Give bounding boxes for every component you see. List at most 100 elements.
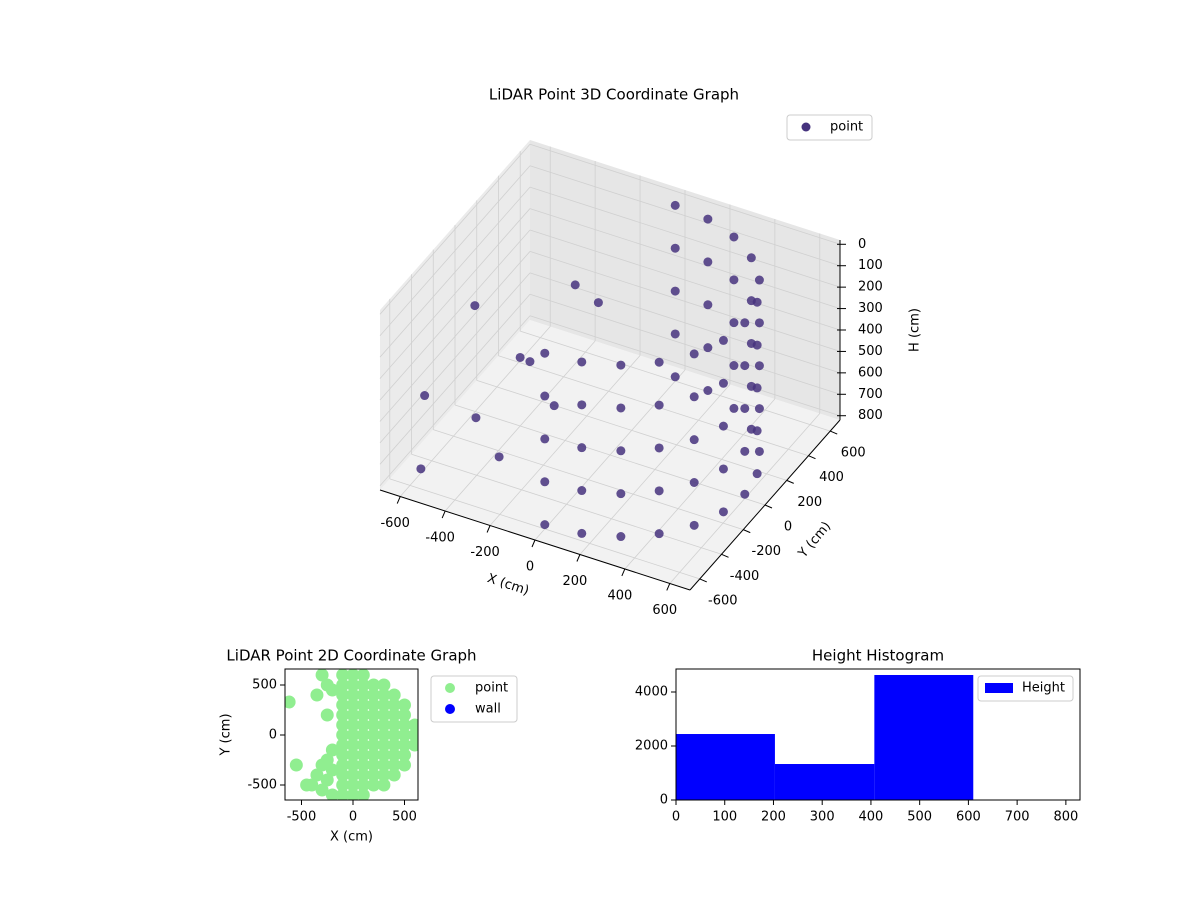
point — [387, 728, 401, 742]
point — [689, 520, 699, 530]
point — [320, 708, 334, 722]
legend-marker — [801, 122, 811, 132]
point — [310, 688, 324, 702]
point — [315, 783, 329, 797]
point — [540, 520, 550, 530]
point — [336, 688, 350, 702]
x-axis — [379, 489, 691, 591]
point — [577, 443, 587, 453]
point — [754, 446, 764, 456]
point — [356, 778, 370, 792]
y-axis-label: Y (cm) — [219, 713, 234, 756]
y-tick-label: -600 — [708, 593, 738, 608]
y-tick-label: 0 — [269, 728, 277, 743]
point — [356, 698, 370, 712]
grid-line — [433, 429, 744, 531]
point — [525, 357, 535, 367]
point — [325, 788, 339, 800]
x-tick-label: 500 — [392, 810, 417, 825]
point — [346, 678, 360, 692]
point — [346, 788, 360, 800]
point — [356, 728, 370, 742]
point — [356, 708, 370, 722]
point — [654, 357, 664, 367]
point — [356, 768, 370, 782]
point — [654, 400, 664, 410]
point — [718, 335, 728, 345]
x-tick-label: 600 — [652, 603, 677, 618]
point — [336, 778, 350, 792]
grid-line — [379, 251, 531, 422]
point — [616, 532, 626, 542]
point — [320, 753, 334, 767]
point — [367, 718, 381, 732]
tick-mark — [699, 578, 707, 583]
point — [718, 378, 728, 388]
x-tick-label: 800 — [1053, 810, 1078, 825]
point — [703, 385, 713, 395]
x-tick-label: 600 — [956, 810, 981, 825]
z-tick-label: 0 — [858, 237, 866, 252]
grid-line — [498, 355, 809, 457]
point — [416, 464, 426, 474]
x-tick-label: 200 — [563, 574, 588, 589]
point — [577, 486, 587, 496]
point — [746, 296, 756, 306]
point — [356, 688, 370, 702]
point — [577, 357, 587, 367]
legend-label: point — [830, 120, 863, 135]
point — [387, 698, 401, 712]
point — [356, 748, 370, 762]
point — [729, 361, 739, 371]
point — [670, 286, 680, 296]
x-tick-label: -400 — [425, 531, 455, 546]
z-tick-label: 100 — [858, 258, 883, 273]
point — [729, 318, 739, 328]
tick-mark — [396, 496, 401, 504]
legend-marker — [445, 683, 455, 693]
point — [398, 748, 412, 762]
grid-line — [529, 165, 841, 267]
point — [616, 446, 626, 456]
grid-line — [529, 293, 841, 395]
y-tick-label: 600 — [841, 446, 866, 461]
point — [570, 280, 580, 290]
tick-mark — [621, 568, 626, 577]
point — [754, 275, 764, 285]
x-tick-label: -200 — [470, 545, 500, 560]
point — [336, 758, 350, 772]
grid-line — [411, 453, 722, 555]
x-tick-label: 200 — [761, 810, 786, 825]
point — [398, 728, 412, 742]
point — [367, 728, 381, 742]
point — [377, 728, 391, 742]
point — [346, 708, 360, 722]
point — [377, 748, 391, 762]
point — [540, 391, 550, 401]
point — [367, 758, 381, 772]
point — [398, 758, 412, 772]
point — [336, 718, 350, 732]
point — [746, 338, 756, 348]
grid-line — [529, 315, 841, 417]
z-tick-label: 600 — [858, 365, 883, 380]
z-tick-label: 200 — [858, 280, 883, 295]
point — [398, 738, 412, 752]
chart-title: LiDAR Point 2D Coordinate Graph — [226, 647, 476, 665]
grid-line — [529, 272, 841, 374]
point — [325, 683, 339, 697]
grid-line — [454, 404, 766, 506]
point — [746, 253, 756, 263]
grid-line — [379, 186, 531, 358]
point — [346, 728, 360, 742]
point — [654, 529, 664, 539]
point — [367, 678, 381, 692]
point — [740, 403, 750, 413]
point — [367, 768, 381, 782]
point — [387, 688, 401, 702]
point — [336, 738, 350, 752]
plot-area — [285, 669, 418, 800]
point — [420, 391, 430, 401]
point — [367, 738, 381, 752]
